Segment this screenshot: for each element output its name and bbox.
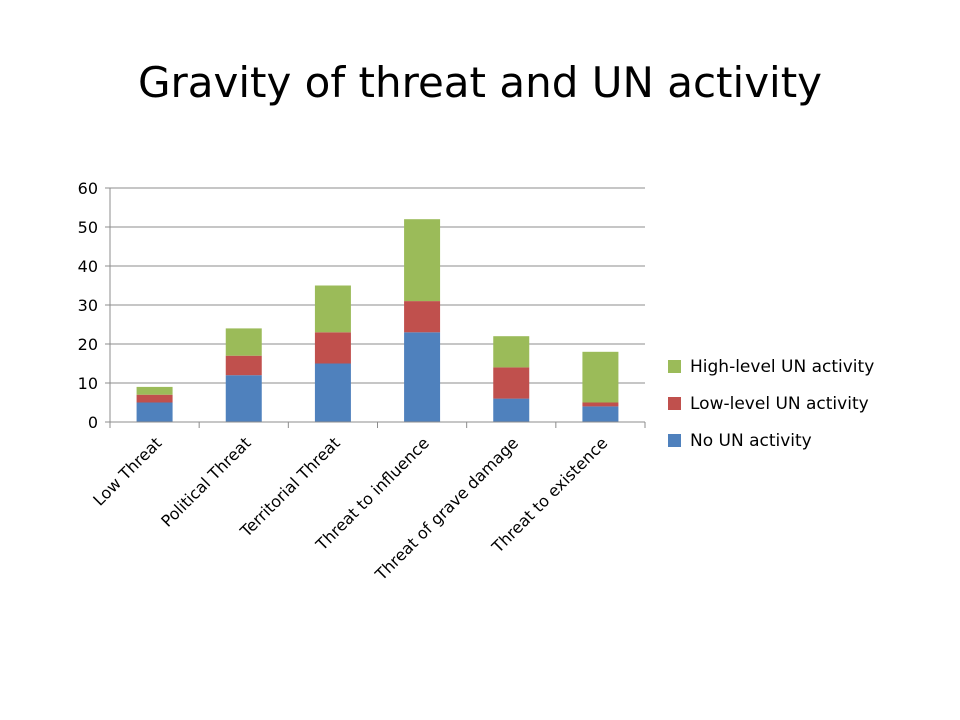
bar-segment xyxy=(582,406,619,422)
bar-segment xyxy=(582,351,619,403)
y-tick-label: 30 xyxy=(78,296,98,315)
bar-segment xyxy=(493,398,530,422)
slide-title: Gravity of threat and UN activity xyxy=(137,58,823,107)
y-tick-label: 0 xyxy=(88,413,98,432)
legend-label: No UN activity xyxy=(690,431,812,451)
bar-segment xyxy=(582,402,619,407)
bar-segment xyxy=(225,328,262,356)
bar-segment xyxy=(404,301,441,333)
bar-segment xyxy=(225,355,262,376)
bar-segment xyxy=(404,219,441,302)
x-category-label: Low Threat xyxy=(89,433,165,509)
legend-swatch xyxy=(668,360,681,373)
legend-swatch xyxy=(668,397,681,410)
bar-segment xyxy=(493,367,530,399)
bar-segment xyxy=(404,332,441,422)
y-tick-label: 60 xyxy=(78,179,98,198)
legend-label: Low-level UN activity xyxy=(690,394,869,414)
bar-segment xyxy=(493,336,530,368)
legend-swatch xyxy=(668,434,681,447)
bar-segment xyxy=(314,285,351,333)
y-tick-label: 50 xyxy=(78,218,98,237)
bar-segment xyxy=(136,402,173,422)
y-tick-label: 20 xyxy=(78,335,98,354)
legend-label: High-level UN activity xyxy=(690,357,874,377)
bar-segment xyxy=(314,332,351,364)
y-tick-label: 10 xyxy=(78,374,98,393)
x-category-label: Threat of grave damage xyxy=(371,433,522,584)
bar-segment xyxy=(225,375,262,422)
x-category-label: Political Threat xyxy=(157,433,254,530)
bar-segment xyxy=(314,363,351,422)
bar-segment xyxy=(136,386,173,395)
y-tick-label: 40 xyxy=(78,257,98,276)
bar-segment xyxy=(136,394,173,403)
